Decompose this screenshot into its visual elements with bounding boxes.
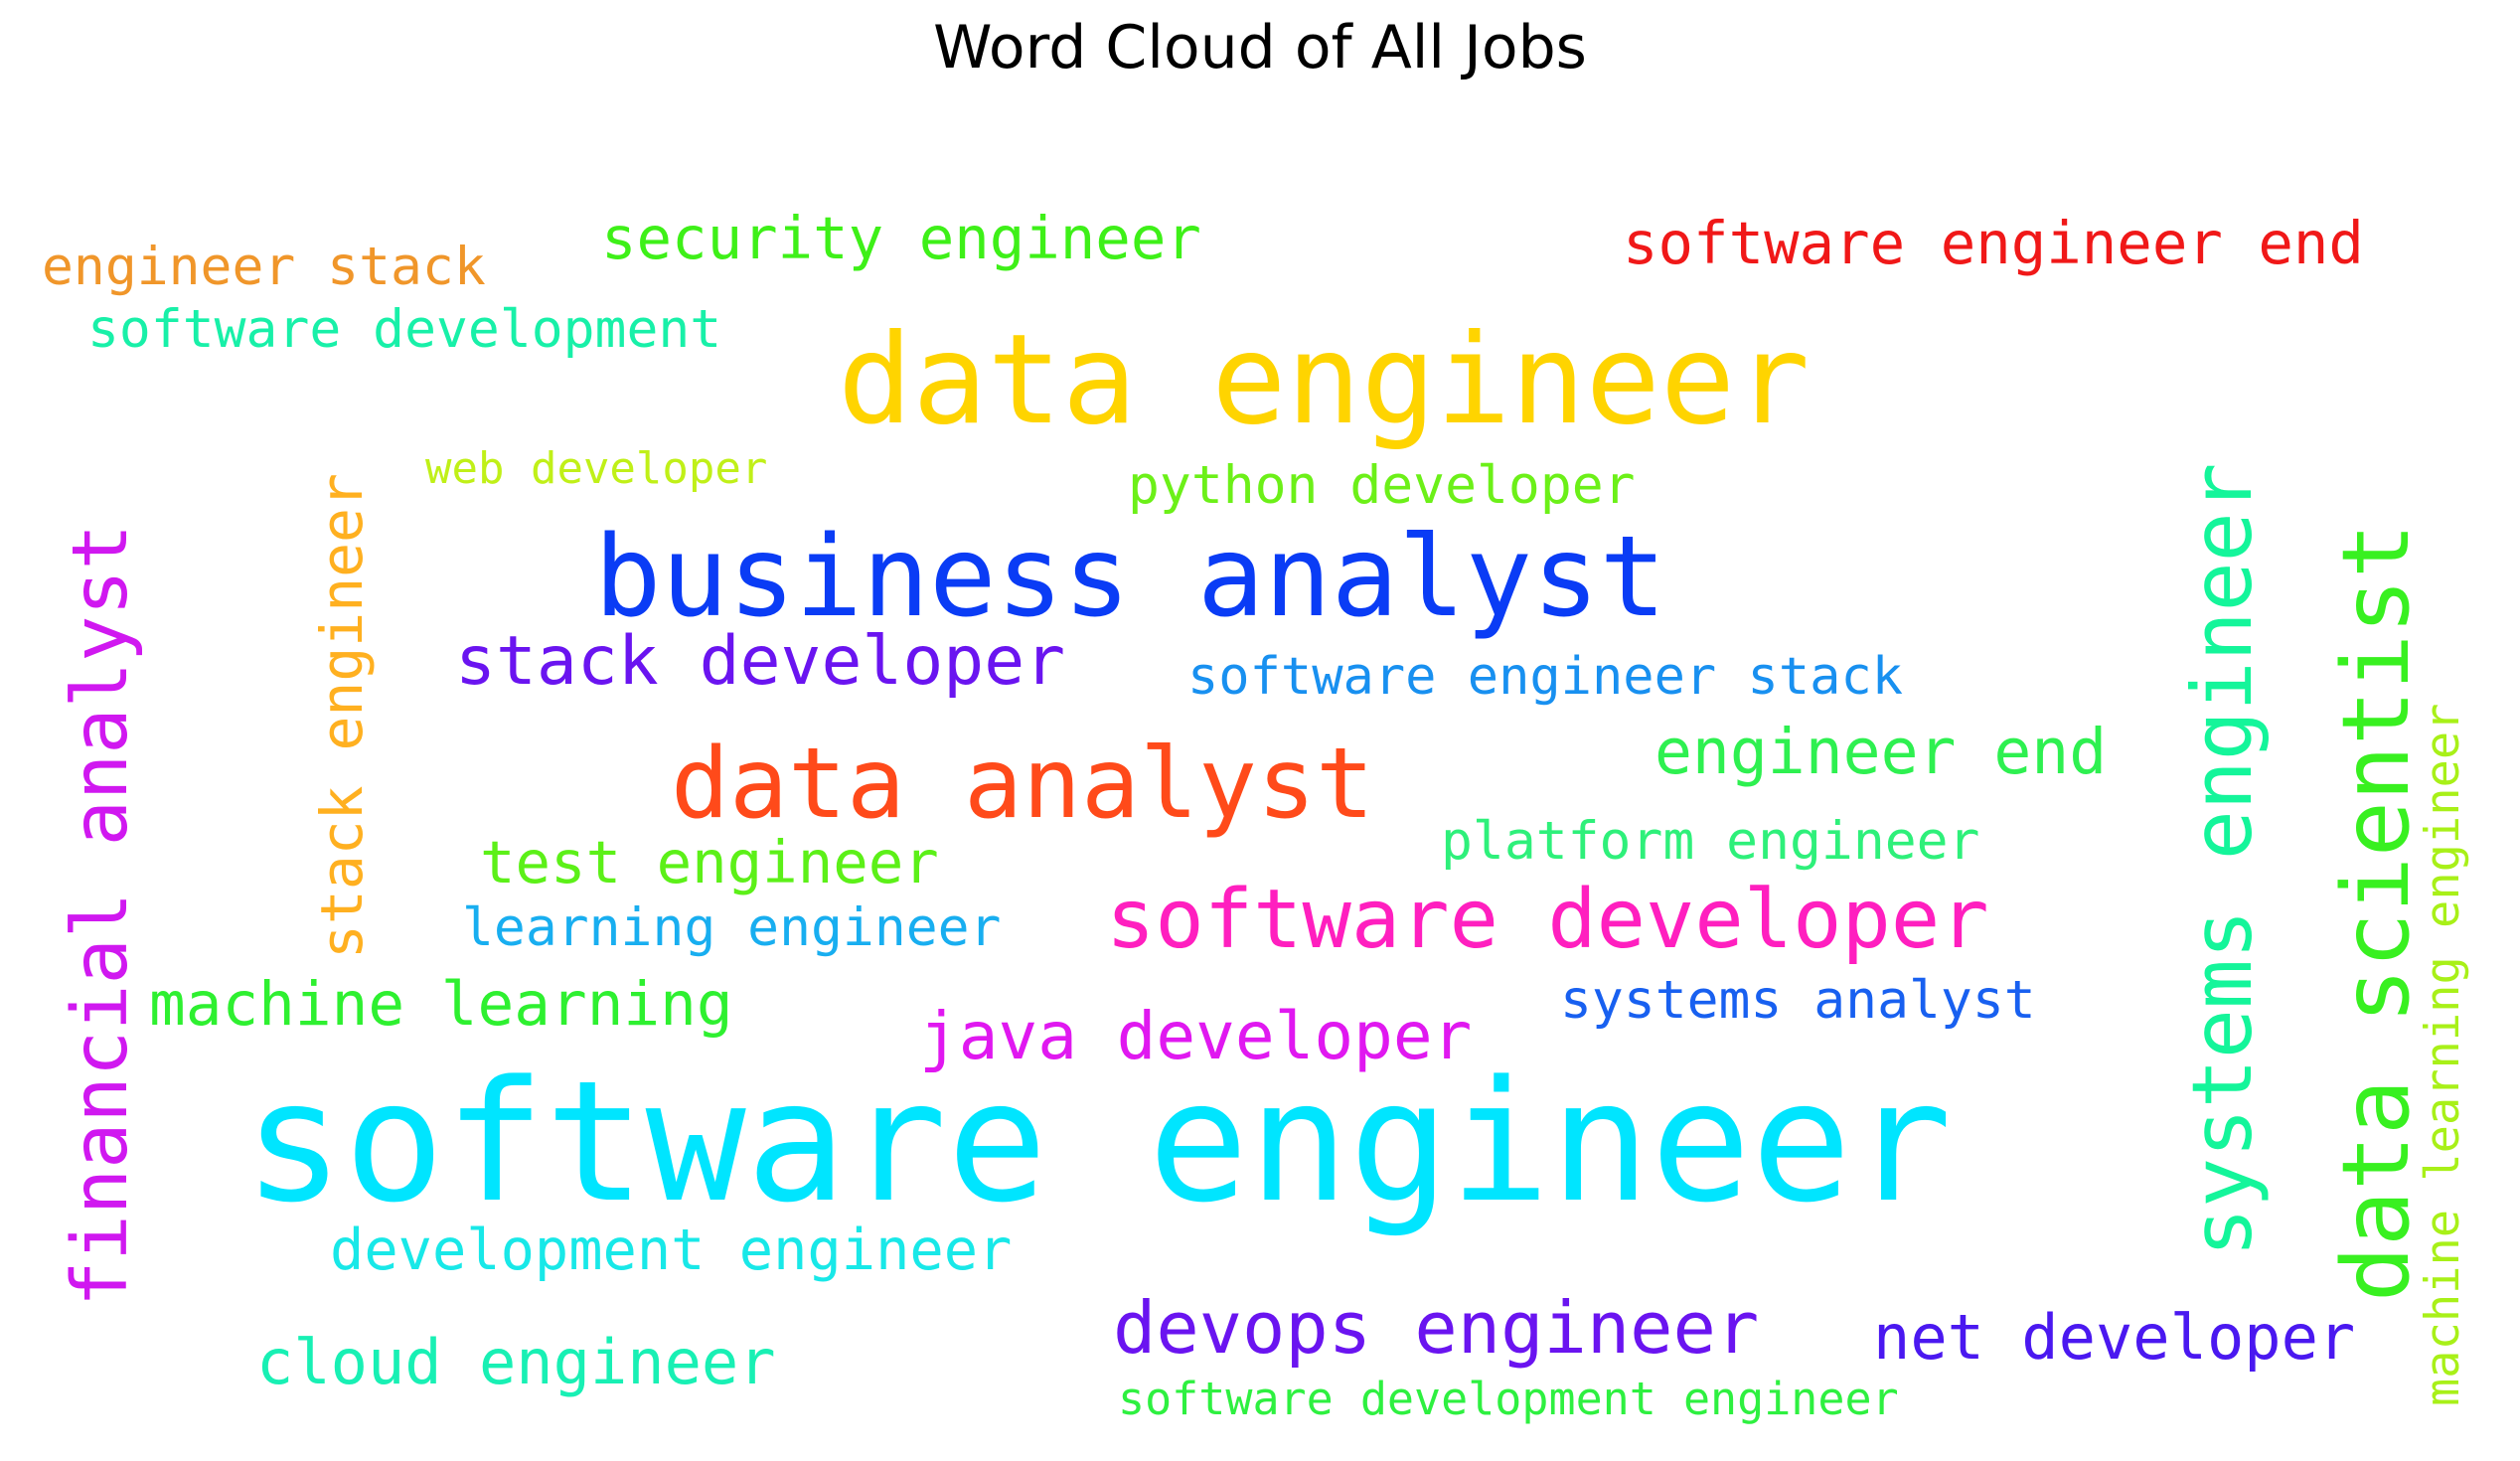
word-machine-learning-engineer: machine learning engineer [2416, 703, 2470, 1406]
word-web-developer: web developer [425, 443, 768, 494]
word-development-engineer: development engineer [330, 1218, 1013, 1283]
word-software-developer: software developer [1106, 873, 1989, 967]
word-software-engineer-end: software engineer end [1623, 209, 2364, 277]
word-learning-engineer: learning engineer [462, 897, 1002, 958]
word-business-analyst: business analyst [594, 513, 1666, 642]
word-data-analyst: data analyst [671, 728, 1375, 841]
word-devops-engineer: devops engineer [1113, 1286, 1760, 1370]
word-systems-engineer: systems engineer [2174, 462, 2271, 1257]
word-engineer-end: engineer end [1654, 716, 2108, 788]
word-security-engineer: security engineer [601, 204, 1201, 272]
word-systems-analyst: systems analyst [1560, 970, 2036, 1031]
word-software-engineer: software engineer [243, 1045, 1953, 1239]
word-test-engineer: test engineer [480, 828, 939, 896]
word-net-developer: net developer [1873, 1301, 2356, 1374]
word-software-development: software development [87, 299, 722, 360]
word-machine-learning: machine learning [149, 969, 733, 1040]
chart-title: Word Cloud of All Jobs [933, 13, 1587, 82]
word-data-scientist: data scientist [2322, 523, 2430, 1302]
word-platform-engineer: platform engineer [1441, 811, 1980, 872]
word-python-developer: python developer [1128, 455, 1636, 516]
word-financial-analyst: financial analyst [57, 523, 145, 1307]
word-software-development-engineer: software development engineer [1118, 1373, 1899, 1425]
word-engineer-stack: engineer stack [42, 237, 486, 297]
word-stack-developer: stack developer [455, 622, 1066, 701]
word-java-developer: java developer [919, 998, 1473, 1074]
word-software-engineer-stack: software engineer stack [1187, 647, 1904, 707]
word-data-engineer: data engineer [838, 308, 1811, 452]
word-cloud-engineer: cloud engineer [256, 1326, 776, 1398]
word-stack-engineer: stack engineer [308, 473, 376, 959]
